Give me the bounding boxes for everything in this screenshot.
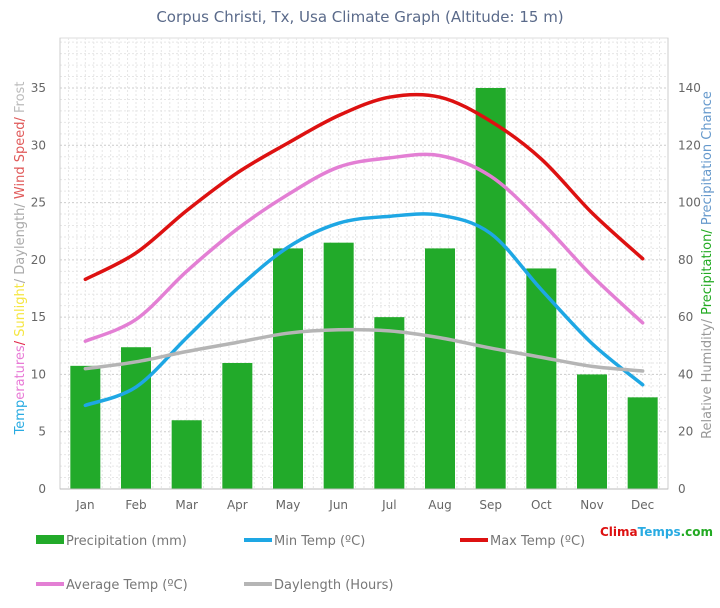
precipitation-bar [627, 397, 658, 489]
legend-label: Average Temp (ºC) [66, 578, 188, 593]
series-line-max [83, 92, 645, 282]
x-tick-label: Apr [227, 498, 248, 512]
right-tick-label: 80 [678, 253, 693, 267]
precipitation-bar [273, 248, 303, 489]
climatemps-logo: ClimaTemps.com [600, 525, 713, 539]
precipitation-bar [121, 347, 151, 489]
left-tick-label: 35 [31, 81, 46, 95]
series-line-daylength [83, 327, 645, 373]
x-tick-label: Feb [125, 498, 146, 512]
axis-label-part: Temp [13, 400, 28, 436]
right-tick-label: 40 [678, 367, 693, 381]
precipitation-bar [171, 420, 202, 489]
x-tick-label: Dec [631, 498, 654, 512]
precipitation-bar [374, 317, 405, 489]
left-tick-label: 15 [31, 310, 46, 324]
left-tick-label: 10 [31, 367, 46, 381]
axes: 0 5 10 15 20 25 30 35 0 20 40 60 80 100 120 140 Jan Feb Ma… [31, 38, 701, 512]
axis-label-part: Relative Humidity/ [700, 315, 715, 439]
legend-label: Daylength (Hours) [274, 578, 393, 593]
legend-label: Precipitation (mm) [66, 534, 187, 549]
legend-label: Min Temp (ºC) [274, 534, 365, 549]
precipitation-bar [70, 365, 101, 489]
left-tick-label: 0 [38, 482, 46, 496]
x-tick-label: Jun [328, 498, 348, 512]
series-lines [83, 92, 645, 408]
x-tick-label: Aug [428, 498, 451, 512]
right-tick-label: 20 [678, 425, 693, 439]
series-line-min [83, 212, 645, 408]
x-tick-label: Oct [531, 498, 552, 512]
axis-label-part: Precipitation Chance [700, 91, 715, 225]
legend-swatch [36, 535, 64, 544]
right-tick-label: 120 [678, 138, 701, 152]
precipitation-bars [70, 88, 658, 489]
axis-label-part: eratures [13, 345, 28, 400]
right-tick-label: 0 [678, 482, 686, 496]
x-tick-label: May [276, 498, 301, 512]
left-tick-label: 20 [31, 253, 46, 267]
right-tick-label: 100 [678, 196, 701, 210]
right-tick-label: 60 [678, 310, 693, 324]
axis-label-part: / [13, 337, 28, 346]
series-line-average [83, 152, 645, 343]
left-tick-label: 25 [31, 196, 46, 210]
precipitation-bar [526, 268, 557, 489]
precipitation-bar [577, 374, 607, 489]
axis-label-part: / Daylength/ [13, 199, 28, 283]
legend-label: Max Temp (ºC) [490, 534, 585, 549]
x-tick-label: Nov [580, 498, 603, 512]
x-tick-label: Jan [75, 498, 95, 512]
precipitation-bar [222, 362, 253, 489]
x-tick-label: Sep [479, 498, 502, 512]
precipitation-bar [475, 88, 506, 489]
grid [59, 37, 669, 490]
axis-label-part: Wind Speed/ [13, 113, 28, 199]
precipitation-bar [323, 242, 354, 489]
left-tick-label: 30 [31, 138, 46, 152]
x-tick-label: Jul [381, 498, 396, 512]
precipitation-bar [425, 248, 455, 489]
legend: Precipitation (mm) Min Temp (ºC) Max Temp … [36, 534, 585, 593]
axis-label-part: Frost [13, 82, 28, 113]
right-tick-label: 140 [678, 81, 701, 95]
axis-label-part: Sunlight [13, 283, 28, 337]
left-axis-label: Temperatures/ Sunlight/ Daylength/ Wind … [13, 82, 28, 436]
chart-title: Corpus Christi, Tx, Usa Climate Graph (A… [156, 8, 563, 26]
left-tick-label: 5 [38, 425, 46, 439]
x-tick-label: Mar [175, 498, 198, 512]
right-axis-label: Relative Humidity/ Precipitation/ Precip… [700, 91, 715, 439]
axis-label-part: Precipitation/ [700, 225, 715, 315]
